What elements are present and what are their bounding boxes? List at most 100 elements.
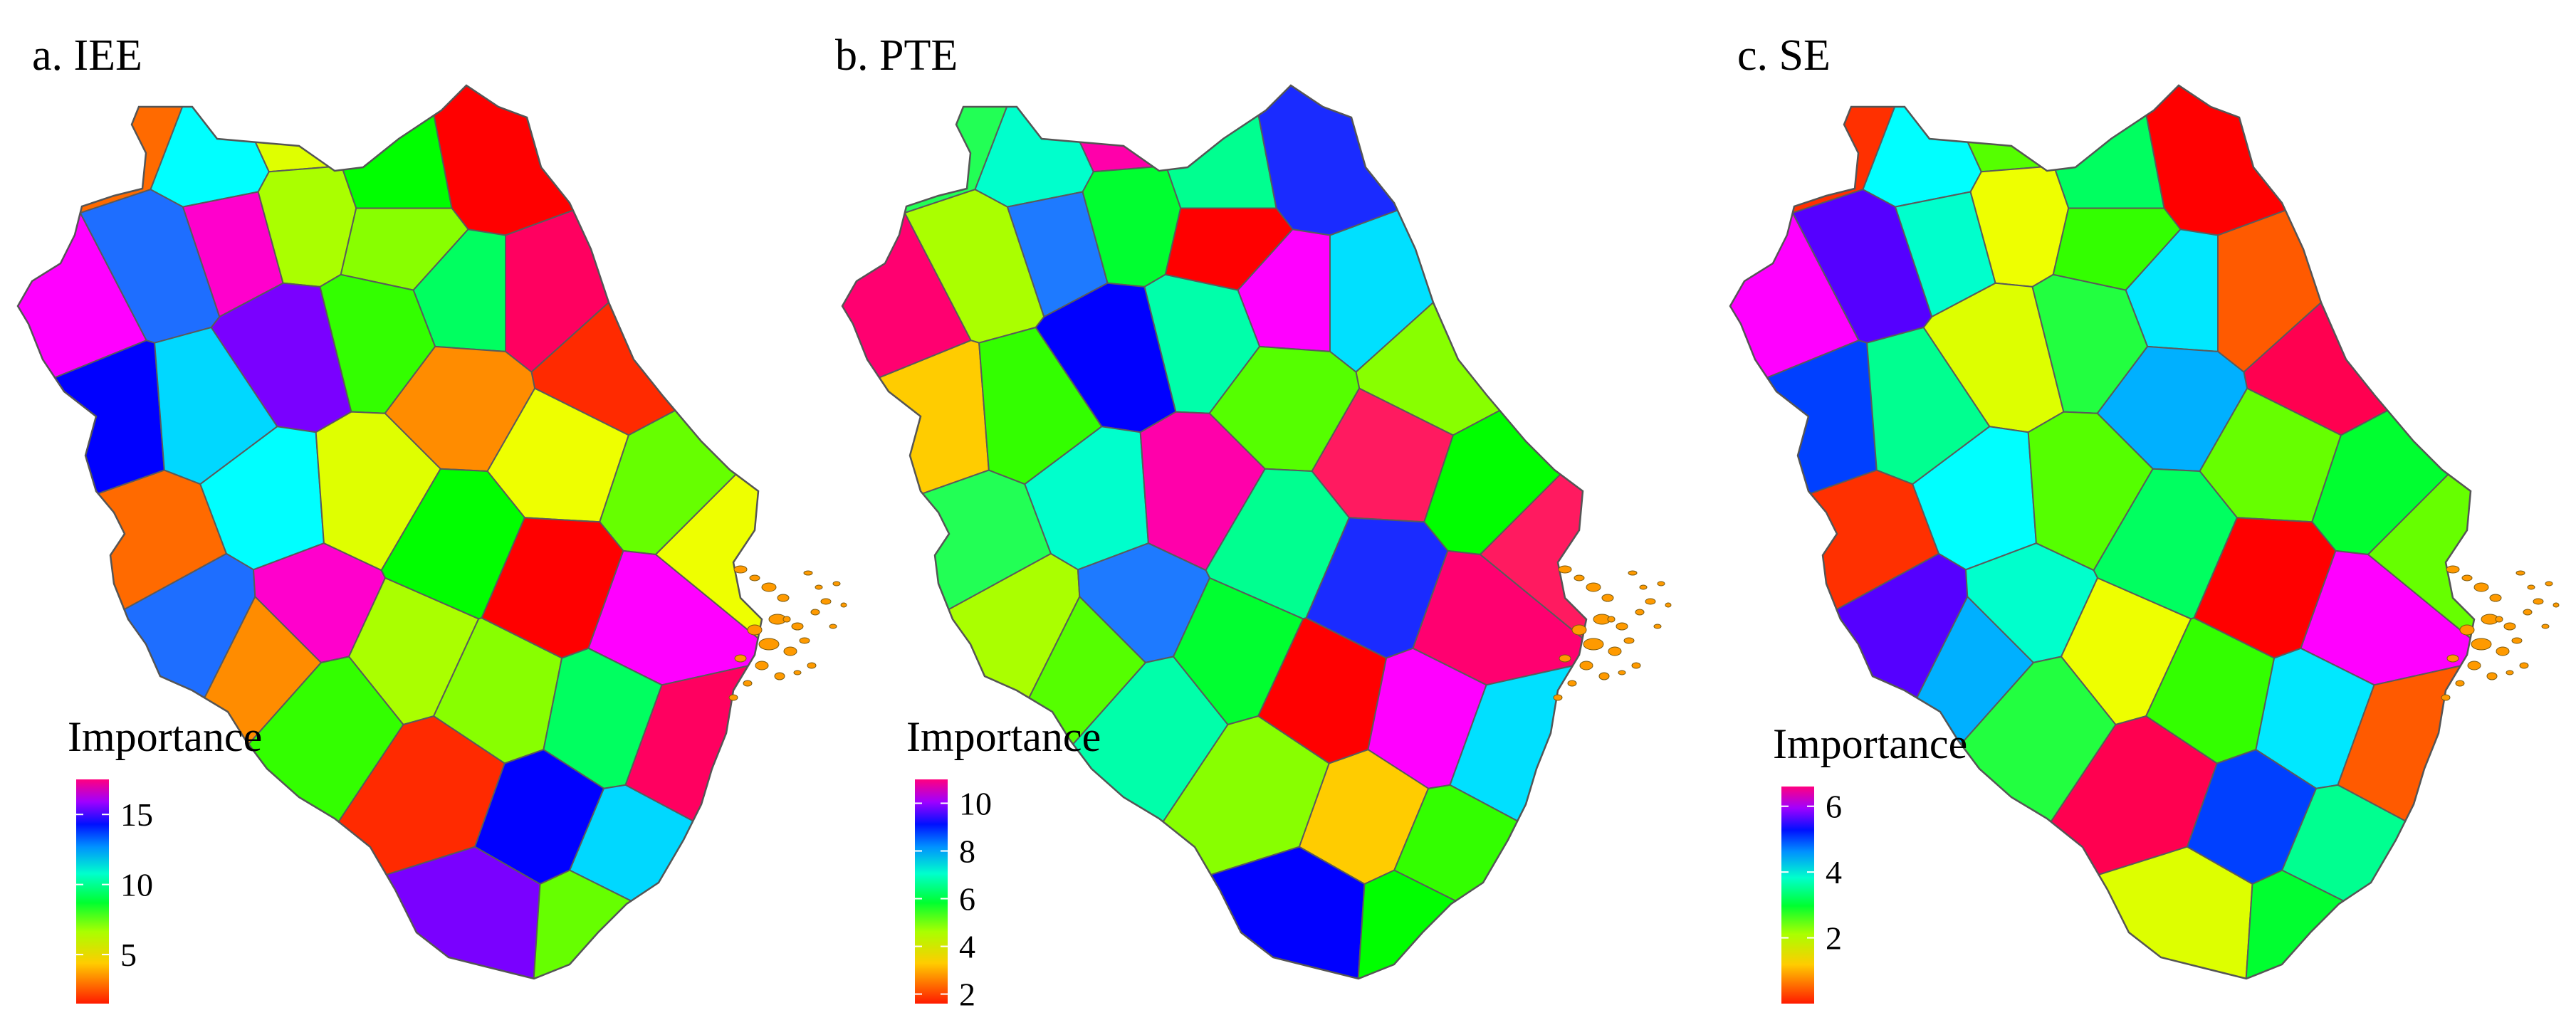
map-region — [655, 355, 762, 672]
island — [1635, 609, 1645, 616]
island — [1639, 584, 1648, 590]
map-region — [1849, 846, 2253, 979]
island — [1607, 616, 1616, 623]
map-region — [842, 552, 1081, 979]
island — [1631, 662, 1641, 669]
map-region — [1329, 123, 1586, 373]
map-region — [505, 123, 762, 373]
island — [2523, 609, 2533, 616]
map-region — [2243, 869, 2474, 979]
island — [1579, 661, 1593, 670]
island — [1553, 694, 1563, 701]
map-region — [1480, 355, 1586, 672]
island — [791, 622, 804, 631]
island-cluster — [728, 565, 847, 701]
island — [2503, 622, 2516, 631]
region-outline — [1729, 84, 2476, 980]
island — [761, 582, 777, 592]
legend-tick-label: 15 — [120, 796, 153, 833]
region-map — [16, 84, 763, 980]
island — [733, 565, 748, 574]
island — [1628, 570, 1638, 576]
island — [2446, 654, 2459, 663]
legend: Importance 6 4 2 — [1773, 720, 1967, 1004]
island — [2495, 616, 2503, 623]
island — [1601, 594, 1614, 602]
map-region — [1242, 85, 1586, 236]
island — [1665, 602, 1672, 608]
legend-colorbar — [76, 779, 109, 1004]
island — [2467, 661, 2481, 670]
island — [840, 602, 847, 608]
island — [815, 584, 823, 590]
island — [820, 598, 832, 605]
island — [832, 581, 841, 587]
island — [2473, 582, 2489, 592]
panel-iee: a. IEE Importance 15 10 5 — [16, 31, 847, 1004]
island — [734, 654, 747, 663]
island-cluster — [2441, 565, 2560, 701]
island — [1558, 565, 1572, 574]
region-outline — [841, 84, 1588, 980]
legend-title: Importance — [906, 713, 1101, 760]
island — [1623, 637, 1635, 644]
island — [2446, 565, 2460, 574]
panel-se: c. SE Importance 6 4 2 — [1729, 31, 2560, 1004]
island — [2541, 624, 2550, 629]
island — [2455, 680, 2465, 687]
island — [2459, 624, 2475, 636]
legend-tick-label: 10 — [959, 786, 992, 822]
island — [1616, 622, 1628, 631]
island — [2489, 594, 2502, 602]
island — [783, 646, 797, 656]
island — [747, 624, 763, 636]
island — [2511, 637, 2523, 644]
map-region — [961, 846, 1366, 979]
legend-tick-label: 4 — [1826, 854, 1842, 890]
panel-title: a. IEE — [32, 31, 142, 80]
map-region — [2130, 85, 2474, 236]
map-region — [530, 869, 762, 979]
island — [1559, 654, 1571, 663]
legend-tick-label: 2 — [1826, 920, 1842, 957]
region-outline — [16, 84, 763, 980]
legend-ticks: 10 8 6 4 2 — [915, 786, 992, 1013]
legend: Importance 15 10 5 — [68, 713, 262, 1004]
island — [829, 624, 837, 629]
island — [2496, 646, 2510, 656]
island — [810, 609, 820, 616]
legend-tick-label: 10 — [120, 867, 153, 903]
panel-pte: b. PTE Importance 10 8 6 4 2 — [835, 31, 1672, 1013]
legend-colorbar — [915, 779, 948, 1004]
island — [807, 662, 817, 669]
island — [1598, 672, 1610, 680]
legend-ticks: 15 10 5 — [76, 796, 153, 973]
map-region — [2217, 123, 2474, 373]
island — [1571, 624, 1587, 636]
island — [2519, 662, 2529, 669]
legend-tick-label: 6 — [959, 881, 975, 917]
legend-tick-label: 4 — [959, 929, 975, 965]
legend-tick-label: 6 — [1826, 789, 1842, 825]
island — [1618, 670, 1626, 675]
island — [1653, 624, 1662, 629]
island — [2461, 574, 2473, 582]
legend-title: Importance — [1773, 720, 1967, 767]
island — [728, 694, 738, 701]
island — [1583, 638, 1604, 651]
map-region — [1355, 869, 1586, 979]
island — [793, 670, 802, 675]
island — [2515, 570, 2525, 576]
map-region — [2367, 355, 2474, 672]
legend-colorbar — [1781, 787, 1814, 1004]
island — [2486, 672, 2498, 680]
island — [2533, 598, 2544, 605]
island — [1657, 581, 1665, 587]
island-cluster — [1553, 565, 1672, 701]
island — [2553, 602, 2560, 608]
island — [777, 594, 790, 602]
island — [782, 616, 791, 623]
panel-title: c. SE — [1737, 31, 1831, 80]
island — [803, 570, 813, 576]
